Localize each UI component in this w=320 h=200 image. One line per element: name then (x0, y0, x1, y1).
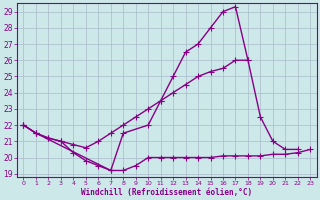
X-axis label: Windchill (Refroidissement éolien,°C): Windchill (Refroidissement éolien,°C) (81, 188, 252, 197)
